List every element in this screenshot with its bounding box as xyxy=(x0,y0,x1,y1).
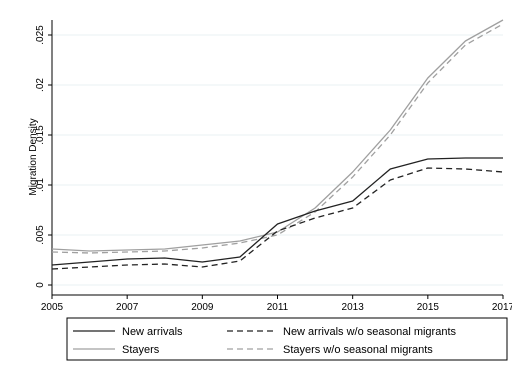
x-tick-label: 2011 xyxy=(267,302,289,313)
y-tick-label: .025 xyxy=(35,25,46,45)
series-line-new-arrivals-w-o-seasonal-migrants xyxy=(51,167,504,270)
legend-label: Stayers xyxy=(122,344,160,356)
series-line-stayers xyxy=(51,19,504,252)
series-line-new-arrivals xyxy=(51,157,503,266)
x-tick-label: 2005 xyxy=(41,302,64,313)
gridlines xyxy=(53,34,503,286)
x-tick-label: 2013 xyxy=(342,302,365,313)
legend-label: Stayers w/o seasonal migrants xyxy=(283,344,433,356)
y-tick-label: .02 xyxy=(35,78,46,92)
y-tick-label: 0 xyxy=(35,282,46,288)
y-ticks: 0 .005 .01 .015 .02 .025 xyxy=(35,25,52,288)
legend-label: New arrivals xyxy=(122,326,183,338)
x-tick-label: 2007 xyxy=(116,302,139,313)
y-tick-label: .01 xyxy=(35,178,46,192)
series-line-stayers-w-o-seasonal-migrants xyxy=(51,23,504,254)
legend-box xyxy=(66,317,508,361)
y-tick-label: .005 xyxy=(35,225,46,245)
series-lines xyxy=(51,19,504,270)
x-tick-label: 2015 xyxy=(417,302,440,313)
legend-label: New arrivals w/o seasonal migrants xyxy=(283,326,457,338)
x-tick-label: 2009 xyxy=(191,302,214,313)
y-axis-title: Migration Density xyxy=(28,118,39,195)
x-ticks: 2005 2007 2009 2011 2013 2015 2017 xyxy=(41,295,512,313)
x-tick-label: 2017 xyxy=(492,302,512,313)
y-tick-label: .015 xyxy=(35,125,46,145)
legend: New arrivals New arrivals w/o seasonal mi… xyxy=(66,317,508,361)
axes xyxy=(51,20,503,296)
